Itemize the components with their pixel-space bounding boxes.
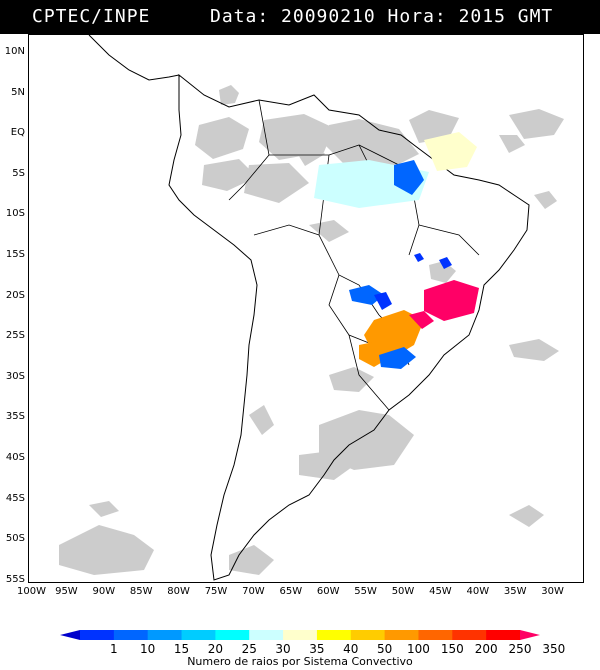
colorbar-swatch xyxy=(147,630,183,640)
colorbar-tick-label: 40 xyxy=(343,642,359,656)
colorbar-tick-label: 1 xyxy=(110,642,118,656)
lon-label: 50W xyxy=(391,586,415,597)
south-america-outline xyxy=(168,73,530,581)
agency-label: CPTEC/INPE xyxy=(32,6,151,27)
lat-label: 35S xyxy=(5,411,25,423)
lat-label: 45S xyxy=(5,492,25,504)
colorbar-swatch xyxy=(80,630,115,640)
colorbar-tick-label: 100 xyxy=(407,642,430,656)
lon-label: 40W xyxy=(466,586,490,597)
colorbar-tick-label: 250 xyxy=(508,642,532,656)
header-bar: CPTEC/INPE Data: 20090210 Hora: 2015 GMT xyxy=(0,0,600,34)
colorbar-tick-label: 15 xyxy=(173,642,190,656)
colorbar-tick-label: 10 xyxy=(140,642,156,656)
map-canvas xyxy=(59,34,564,581)
colorbar-tick-label: 200 xyxy=(474,642,498,656)
colorbar xyxy=(60,630,540,640)
colorbar-swatch xyxy=(215,630,250,640)
colorbar-swatch xyxy=(486,630,521,640)
lat-label: 15S xyxy=(5,249,25,260)
colorbar-tick-label: 30 xyxy=(275,642,291,656)
colorbar-swatch xyxy=(350,630,386,640)
lon-label: 30W xyxy=(541,586,564,597)
lon-label: 100W xyxy=(17,586,46,597)
colorbar-swatch xyxy=(60,630,80,640)
colorbar-caption: Numero de raios por Sistema Convectivo xyxy=(187,655,413,668)
lat-label: 10S xyxy=(5,208,25,220)
lon-label: 60W xyxy=(316,586,340,597)
lon-label: 90W xyxy=(92,586,116,597)
date-time-label: Data: 20090210 Hora: 2015 GMT xyxy=(210,6,554,27)
lon-label: 95W xyxy=(55,586,78,597)
lon-label: 70W xyxy=(242,586,265,597)
lon-label: 35W xyxy=(503,586,527,597)
lat-label: 50S xyxy=(5,533,25,545)
lon-label: 45W xyxy=(429,586,452,597)
colorbar-swatch xyxy=(520,630,540,640)
lat-label: 40S xyxy=(5,452,25,463)
lon-label: 55W xyxy=(354,586,377,597)
colorbar-swatch xyxy=(384,630,419,640)
colorbar-swatch xyxy=(113,630,149,640)
cloud-cover xyxy=(59,85,564,575)
lon-label: 75W xyxy=(204,586,228,597)
colorbar-swatch xyxy=(283,630,318,640)
map-frame xyxy=(28,34,584,583)
lat-label: 5N xyxy=(11,86,25,98)
colorbar-tick-label: 150 xyxy=(440,642,464,656)
country-borders xyxy=(228,99,480,411)
lat-label: EQ xyxy=(10,127,25,139)
colorbar-tick-label: 25 xyxy=(241,642,257,656)
colorbar-swatch xyxy=(452,630,487,640)
lon-label: 65W xyxy=(279,586,303,597)
lat-label: 20S xyxy=(5,289,25,301)
colorbar-swatch xyxy=(249,630,284,640)
lat-label: 25S xyxy=(5,330,25,342)
colorbar-tick-label: 350 xyxy=(542,642,566,656)
lat-label: 30S xyxy=(5,370,25,382)
lat-label: 10N xyxy=(4,46,25,57)
colorbar-tick-label: 20 xyxy=(207,642,224,656)
colorbar-swatch xyxy=(316,630,352,640)
colorbar-swatch xyxy=(181,630,216,640)
lat-label: 55S xyxy=(5,573,25,585)
lon-label: 85W xyxy=(129,586,153,597)
colorbar-swatch xyxy=(418,630,453,640)
lat-label: 5S xyxy=(12,167,25,179)
lon-label: 80W xyxy=(167,586,190,597)
colorbar-tick-label: 50 xyxy=(376,642,393,656)
lightning-clusters xyxy=(314,132,479,369)
colorbar-tick-label: 35 xyxy=(309,642,325,656)
central-america-outline xyxy=(88,34,180,81)
